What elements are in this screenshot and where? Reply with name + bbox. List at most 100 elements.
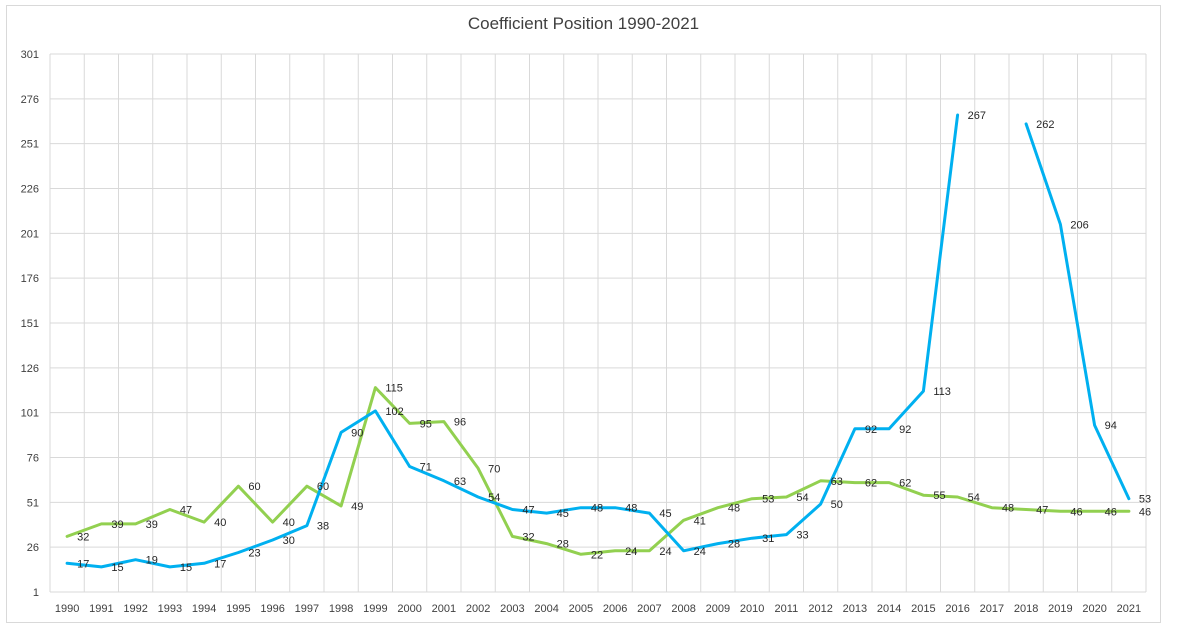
data-label: 113 [933, 386, 951, 398]
data-label: 102 [385, 406, 403, 418]
data-label: 60 [317, 481, 329, 493]
data-label: 32 [77, 531, 89, 543]
data-label: 63 [454, 476, 466, 488]
data-label: 23 [248, 548, 260, 560]
x-tick-label: 2012 [808, 603, 832, 615]
data-label: 24 [625, 546, 637, 558]
x-tick-label: 1992 [123, 603, 147, 615]
x-tick-label: 1996 [260, 603, 284, 615]
y-tick-label: 151 [21, 318, 39, 330]
data-label: 47 [180, 505, 192, 517]
data-label: 47 [522, 505, 534, 517]
y-tick-label: 301 [21, 49, 39, 61]
data-label: 15 [180, 562, 192, 574]
data-label: 40 [283, 517, 295, 529]
y-tick-label: 176 [21, 273, 39, 285]
data-label: 22 [591, 549, 603, 561]
data-label: 39 [111, 519, 123, 531]
y-tick-label: 226 [21, 184, 39, 196]
data-label: 94 [1105, 420, 1117, 432]
y-tick-label: 201 [21, 228, 39, 240]
x-tick-label: 2009 [706, 603, 730, 615]
data-labels: 17 15 19 15 17 23 30 38 90 102 71 63 54 47 45 48 48 45 24 2… [77, 110, 1151, 574]
series-line-1 [65, 386, 1131, 556]
data-label: 63 [831, 476, 843, 488]
data-label: 48 [625, 503, 637, 515]
data-label: 15 [111, 562, 123, 574]
data-label: 115 [385, 383, 403, 395]
data-label: 267 [968, 110, 986, 122]
data-label: 92 [865, 424, 877, 436]
series-line-0 [1024, 122, 1131, 501]
data-label: 62 [899, 478, 911, 490]
x-tick-label: 2006 [603, 603, 627, 615]
data-label: 60 [248, 481, 260, 493]
data-label: 28 [557, 539, 569, 551]
data-label: 31 [762, 533, 774, 545]
x-tick-label: 1994 [192, 603, 216, 615]
x-tick-label: 2001 [432, 603, 456, 615]
x-tick-label: 2018 [1014, 603, 1038, 615]
series-line-0 [65, 113, 960, 569]
data-label: 46 [1105, 506, 1117, 518]
data-label: 50 [831, 499, 843, 511]
x-tick-label: 2015 [911, 603, 935, 615]
data-label: 54 [968, 492, 980, 504]
x-tick-label: 2008 [671, 603, 695, 615]
data-label: 53 [762, 494, 774, 506]
series-lines [65, 113, 1131, 569]
data-label: 53 [1139, 494, 1151, 506]
data-label: 32 [522, 531, 534, 543]
x-tick-label: 2003 [500, 603, 524, 615]
data-label: 54 [796, 492, 808, 504]
x-tick-label: 1995 [226, 603, 250, 615]
x-tick-label: 1999 [363, 603, 387, 615]
data-label: 90 [351, 427, 363, 439]
data-label: 92 [899, 424, 911, 436]
x-tick-label: 2020 [1082, 603, 1106, 615]
x-tick-label: 2007 [637, 603, 661, 615]
data-label: 71 [420, 461, 432, 473]
x-tick-label: 2000 [397, 603, 421, 615]
y-tick-label: 51 [27, 497, 39, 509]
x-tick-label: 2002 [466, 603, 490, 615]
x-tick-label: 2005 [569, 603, 593, 615]
data-label: 41 [694, 515, 706, 527]
data-label: 48 [1002, 503, 1014, 515]
x-tick-label: 2021 [1117, 603, 1141, 615]
data-label: 28 [728, 539, 740, 551]
chart-title: Coefficient Position 1990-2021 [467, 14, 700, 33]
data-label: 48 [591, 503, 603, 515]
y-tick-label: 251 [21, 139, 39, 151]
x-tick-label: 2013 [843, 603, 867, 615]
data-label: 19 [146, 555, 158, 567]
x-tick-label: 1998 [329, 603, 353, 615]
data-label: 45 [659, 508, 671, 520]
data-label: 62 [865, 478, 877, 490]
y-tick-label: 1 [33, 587, 39, 599]
data-label: 24 [659, 546, 671, 558]
data-label: 33 [796, 530, 808, 542]
x-tick-label: 2014 [877, 603, 901, 615]
data-label: 46 [1070, 506, 1082, 518]
y-tick-label: 126 [21, 363, 39, 375]
x-tick-label: 2010 [740, 603, 764, 615]
data-label: 45 [557, 508, 569, 520]
data-label: 55 [933, 490, 945, 502]
x-tick-label: 2019 [1048, 603, 1072, 615]
x-tick-label: 1993 [158, 603, 182, 615]
data-label: 17 [77, 558, 89, 570]
data-label: 46 [1139, 506, 1151, 518]
x-tick-label: 1997 [295, 603, 319, 615]
data-label: 262 [1036, 119, 1054, 131]
x-tick-label: 2016 [945, 603, 969, 615]
data-label: 40 [214, 517, 226, 529]
data-label: 24 [694, 546, 706, 558]
x-axis-ticks: 1990 1991 1992 1993 1994 1995 1996 1997 1998 1999… [55, 603, 1141, 615]
data-label: 38 [317, 521, 329, 533]
data-label: 47 [1036, 505, 1048, 517]
data-label: 17 [214, 558, 226, 570]
data-label: 54 [488, 492, 500, 504]
